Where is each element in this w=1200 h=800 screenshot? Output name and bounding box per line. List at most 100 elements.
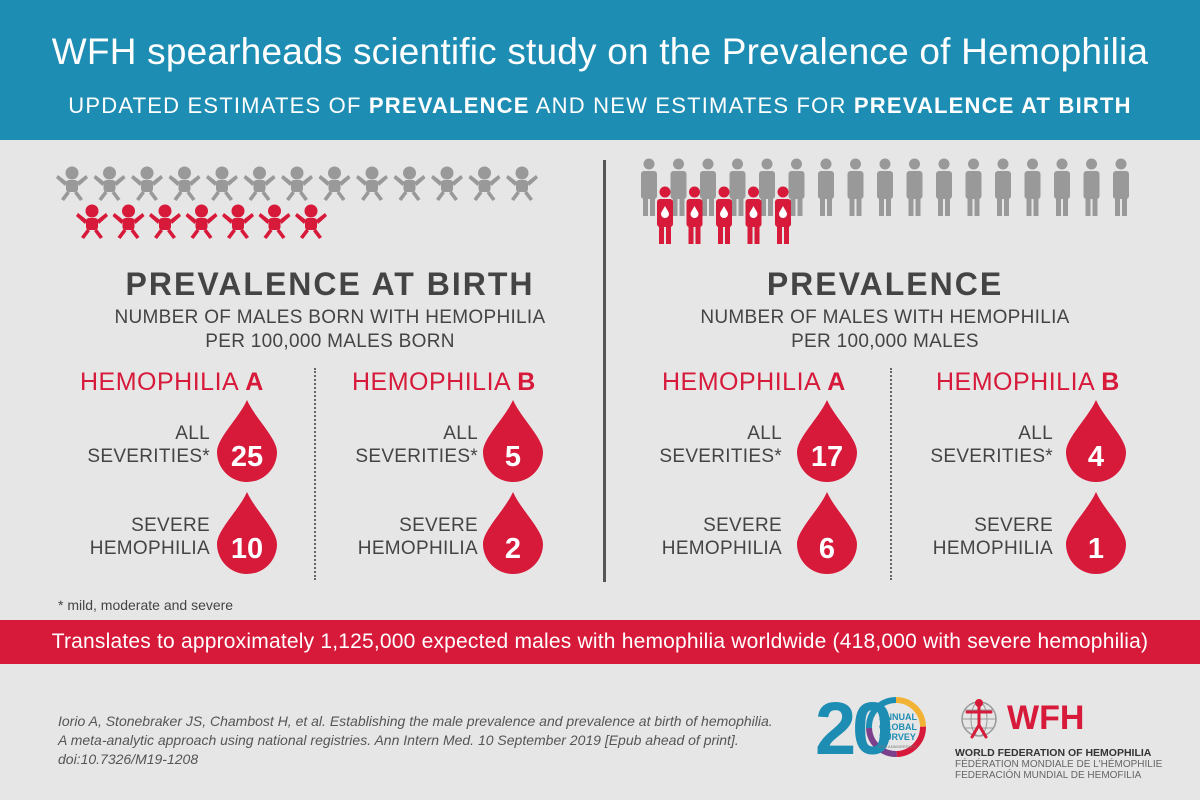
baby-icon — [206, 166, 238, 201]
baby-icon — [93, 166, 126, 201]
baby-icon-grid — [56, 166, 538, 239]
label-line: ALL — [443, 423, 478, 444]
drop-icon — [483, 492, 543, 574]
person-icons-group — [638, 158, 1158, 250]
summary-banner: Translates to approximately 1,125,000 ex… — [0, 620, 1200, 664]
wfh-name-en: WORLD FEDERATION OF HEMOPHILIA — [955, 747, 1152, 759]
baby-icon — [356, 166, 388, 201]
citation-line: doi:10.7326/M19-1208 — [58, 751, 199, 767]
person-icon — [906, 158, 923, 216]
left-b-severe-drop: 2 — [481, 490, 545, 574]
wfh-name-es: FEDERACIÓN MUNDIAL DE HEMOFILIA — [955, 770, 1142, 781]
drop-value: 10 — [230, 533, 264, 565]
drop-icon — [1066, 492, 1126, 574]
wfh-name-fr: FÉDÉRATION MONDIALE DE L'HÉMOPHILIE — [955, 759, 1163, 770]
baby-icon — [258, 204, 291, 239]
baby-icon — [222, 204, 254, 239]
label-line: HEMOPHILIA — [932, 538, 1053, 559]
hemo-prefix: HEMOPHILIA — [662, 368, 828, 396]
person-icon — [1054, 158, 1070, 216]
drop-value: 5 — [504, 441, 522, 473]
label-line: HEMOPHILIA — [357, 538, 478, 559]
left-hemophilia-b-label: HEMOPHILIA B — [352, 368, 536, 397]
footnote: * mild, moderate and severe — [58, 597, 234, 613]
person-icon — [995, 158, 1011, 216]
person-icon — [965, 158, 982, 216]
hemo-letter: B — [1101, 368, 1120, 396]
wfh-logo: WFH WORLD FEDERATION OF HEMOPHILIA FÉDÉR… — [955, 695, 1165, 785]
person-icon — [657, 186, 673, 244]
drop-value: 1 — [1087, 533, 1105, 565]
baby-icon — [431, 166, 463, 201]
right-a-all-drop: 17 — [795, 398, 859, 482]
annual-global-survey-logo: 20 ANNUAL GLOBAL SURVEY 20TH ANNIVERSARY — [815, 687, 935, 772]
right-b-severe-label: SEVERE HEMOPHILIA — [893, 514, 1053, 560]
baby-icon — [468, 166, 501, 201]
survey-anniversary: 20TH ANNIVERSARY — [877, 744, 917, 749]
baby-icon — [112, 204, 145, 239]
person-icon — [936, 158, 952, 216]
drop-value: 6 — [818, 533, 836, 565]
person-icon — [670, 158, 687, 216]
baby-icon — [295, 204, 327, 239]
prevalence-at-birth-title: PREVALENCE AT BIRTH — [125, 266, 535, 302]
hemo-letter: A — [245, 368, 264, 396]
person-icon — [745, 186, 762, 244]
drop-icon — [217, 492, 277, 574]
subtitle-text-1: UPDATED ESTIMATES OF — [68, 93, 369, 118]
label-line: SEVERITIES* — [930, 446, 1053, 467]
page-subtitle: UPDATED ESTIMATES OF PREVALENCE AND NEW … — [0, 92, 1200, 120]
citation-line: Iorio A, Stonebraker JS, Chambost H, et … — [58, 713, 773, 729]
baby-icon — [281, 166, 313, 201]
section-divider — [603, 160, 606, 582]
right-hemophilia-b-label: HEMOPHILIA B — [936, 368, 1120, 397]
subtitle-text-2: AND NEW ESTIMATES FOR — [529, 93, 854, 118]
right-a-all-label: ALL SEVERITIES* — [622, 422, 782, 468]
label-line: ALL — [175, 423, 210, 444]
label-line: SEVERITIES* — [355, 446, 478, 467]
right-b-all-drop: 4 — [1064, 398, 1128, 482]
left-a-severe-label: SEVERE HEMOPHILIA — [50, 514, 210, 560]
hemo-letter: B — [517, 368, 536, 396]
baby-icon — [168, 166, 201, 201]
label-line: SEVERITIES* — [659, 446, 782, 467]
person-icon — [818, 158, 834, 216]
label-line: SEVERE — [703, 515, 782, 536]
person-icon — [1113, 158, 1129, 216]
hemo-prefix: HEMOPHILIA — [80, 368, 246, 396]
desc-line: PER 100,000 MALES BORN — [205, 331, 455, 352]
label-line: SEVERE — [399, 515, 478, 536]
prevalence-desc: NUMBER OF MALES WITH HEMOPHILIA PER 100,… — [620, 306, 1150, 354]
person-icon — [759, 158, 775, 216]
right-a-severe-label: SEVERE HEMOPHILIA — [622, 514, 782, 560]
drop-icon — [797, 492, 857, 574]
baby-icon — [318, 166, 351, 201]
label-line: ALL — [1018, 423, 1053, 444]
drop-icon — [1066, 400, 1126, 482]
baby-icon — [506, 166, 538, 201]
survey-ring-icon — [866, 697, 926, 757]
person-icon — [788, 158, 805, 216]
person-icon — [877, 158, 893, 216]
hemo-letter: A — [827, 368, 846, 396]
subtitle-bold-1: PREVALENCE — [368, 93, 530, 118]
wfh-abbreviation: WFH — [1007, 699, 1085, 737]
drop-value: 2 — [504, 533, 522, 565]
prevalence-title: PREVALENCE — [766, 266, 1004, 302]
drop-icon — [217, 400, 277, 482]
hemo-prefix: HEMOPHILIA — [936, 368, 1102, 396]
right-dotted-divider — [890, 368, 892, 580]
desc-line: NUMBER OF MALES BORN WITH HEMOPHILIA — [114, 307, 546, 328]
person-icon — [1024, 158, 1041, 216]
drop-value: 4 — [1087, 441, 1105, 473]
right-hemophilia-a-label: HEMOPHILIA A — [662, 368, 846, 397]
subtitle-bold-2: PREVALENCE AT BIRTH — [853, 93, 1132, 118]
person-icon — [729, 158, 746, 216]
page-title: WFH spearheads scientific study on the P… — [51, 31, 1149, 72]
left-b-all-label: ALL SEVERITIES* — [318, 422, 478, 468]
baby-icon — [393, 166, 426, 201]
survey-line3: SURVEY — [879, 732, 916, 742]
label-line: ALL — [747, 423, 782, 444]
baby-icon — [185, 204, 218, 239]
person-icon-grid — [641, 158, 1129, 244]
